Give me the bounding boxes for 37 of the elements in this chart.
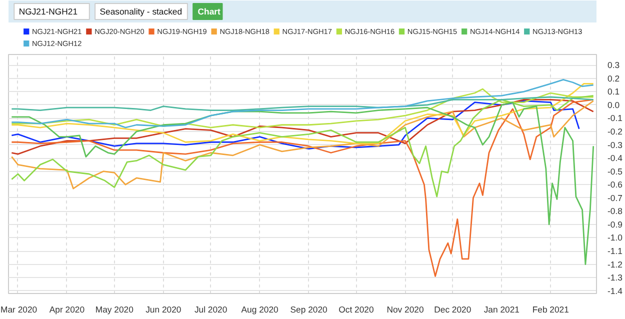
y-tick-label: 0.1 xyxy=(608,86,620,97)
y-tick-label: -1.1 xyxy=(608,246,623,256)
y-tick-label: 0.3 xyxy=(608,60,620,70)
x-tick-label: Sep 2020 xyxy=(290,304,328,314)
x-tick-label: Jun 2020 xyxy=(146,304,182,314)
y-tick-label: -0.9 xyxy=(608,219,623,230)
x-tick-label: Nov 2020 xyxy=(386,304,424,314)
line-series xyxy=(10,96,594,111)
y-tick-label: -0.8 xyxy=(608,206,623,216)
text: NGJ21-NGH21 xyxy=(18,6,78,16)
y-tick-label: -0.7 xyxy=(608,192,623,203)
y-tick-label: 0.0 xyxy=(608,100,620,110)
y-tick-label: -1.3 xyxy=(608,272,623,283)
x-tick-label: Jul 2020 xyxy=(194,304,228,314)
line-series xyxy=(10,88,594,128)
y-tick-label: -0.4 xyxy=(608,153,623,164)
x-tick-label: Apr 2020 xyxy=(49,304,85,314)
x-tick-label: Dec 2020 xyxy=(434,304,472,314)
y-tick-label: -0.6 xyxy=(608,180,623,190)
y-tick-label: -1.0 xyxy=(608,232,623,243)
y-tick-label: -1.2 xyxy=(608,259,623,270)
text: Seasonality - stacked xyxy=(100,6,182,16)
y-tick-label: -0.1 xyxy=(608,113,623,124)
x-tick-label: Feb 2021 xyxy=(532,304,570,314)
y-tick-label: -0.5 xyxy=(608,166,623,176)
line-series xyxy=(10,83,594,144)
x-tick-label: May 2020 xyxy=(95,304,134,314)
y-tick-label: -0.2 xyxy=(608,126,623,137)
text: Chart xyxy=(198,6,221,16)
x-tick-label: Oct 2020 xyxy=(338,304,374,314)
y-tick-label: -1.4 xyxy=(608,286,623,296)
x-tick-label: Aug 2020 xyxy=(241,304,279,314)
x-tick-label: Mar 2020 xyxy=(0,304,38,314)
x-tick-label: Jan 2021 xyxy=(484,304,520,314)
y-tick-label: 0.2 xyxy=(608,73,620,84)
y-tick-label: -0.3 xyxy=(608,140,623,150)
line-series xyxy=(10,79,594,128)
